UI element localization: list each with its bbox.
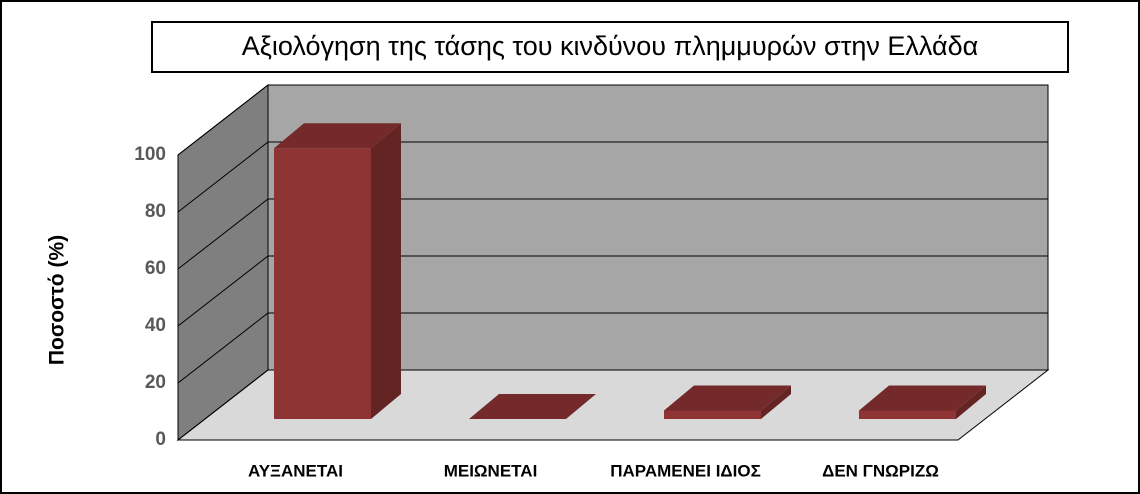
x-tick-label: ΔΕΝ ΓΝΩΡΙΖΩ bbox=[822, 461, 939, 480]
grid-line bbox=[177, 84, 1048, 156]
grid-line bbox=[177, 141, 1048, 213]
bar-side bbox=[371, 123, 401, 419]
grid-line bbox=[177, 369, 1048, 441]
y-tick-label: 20 bbox=[145, 372, 166, 393]
grid-line bbox=[177, 312, 1048, 384]
bar bbox=[664, 410, 761, 419]
y-tick-label: 100 bbox=[134, 144, 166, 165]
bar-top bbox=[469, 394, 596, 419]
bar bbox=[859, 410, 956, 419]
grid-line bbox=[177, 255, 1048, 327]
chart-title: Αξιολόγηση της τάσης του κινδύνου πλημμυ… bbox=[242, 31, 979, 61]
y-tick-label: 40 bbox=[145, 315, 166, 336]
x-tick-label: ΠΑΡΑΜΕΝΕΙ ΙΔΙΟΣ bbox=[610, 461, 761, 480]
bar-top bbox=[274, 123, 401, 149]
y-tick-label: 80 bbox=[145, 201, 166, 222]
bar-side bbox=[761, 385, 791, 419]
grid-line bbox=[177, 198, 1048, 270]
bar-top bbox=[859, 385, 986, 411]
y-axis-label: Ποσοστό (%) bbox=[46, 235, 69, 365]
y-tick-label: 60 bbox=[145, 258, 166, 279]
title-box bbox=[151, 21, 1069, 73]
x-tick-label: ΜΕΙΩΝΕΤΑΙ bbox=[444, 461, 538, 480]
bar bbox=[274, 148, 371, 419]
y-tick-label: 0 bbox=[155, 429, 166, 450]
x-tick-label: ΑΥΞΑΝΕΤΑΙ bbox=[248, 461, 343, 480]
bar-top bbox=[664, 385, 791, 411]
walls bbox=[176, 83, 1050, 442]
bar-side bbox=[956, 385, 986, 419]
